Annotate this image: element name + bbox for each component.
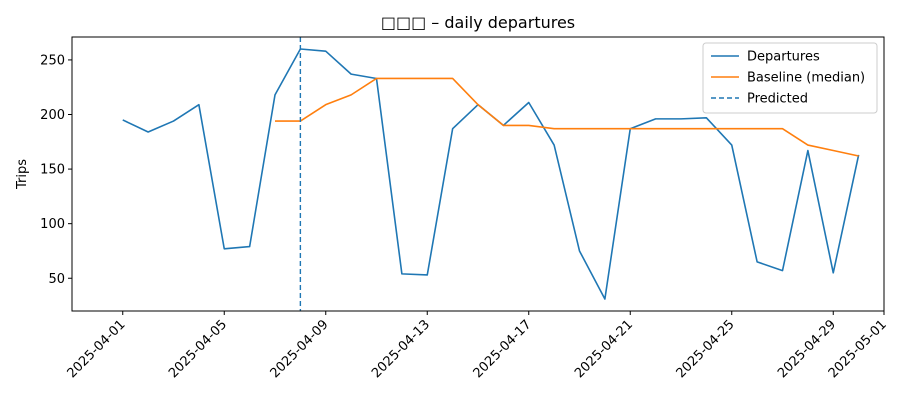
x-tick-label: 2025-04-17 [471,317,535,381]
y-tick-label: 200 [40,108,65,123]
legend-label: Baseline (median) [747,71,865,86]
x-tick-label: 2025-04-13 [369,317,433,381]
x-tick-label: 2025-04-21 [572,317,636,381]
y-axis-ticks: 50 100 150 200 250 [40,53,72,286]
x-tick-label: 2025-04-09 [268,317,332,381]
y-tick-label: 100 [40,217,65,232]
legend-label: Predicted [747,92,808,107]
y-tick-label: 150 [40,163,65,178]
y-tick-label: 250 [40,53,65,68]
chart-legend: Departures Baseline (median) Predicted [703,43,877,113]
x-tick-label: 2025-04-05 [166,317,230,381]
x-tick-label: 2025-04-01 [65,317,129,381]
y-axis-label: Trips [15,159,30,190]
x-tick-label: 2025-04-25 [674,317,738,381]
x-axis-ticks: 2025-04-01 2025-04-05 2025-04-09 2025-04-13… [65,311,890,381]
legend-label: Departures [747,50,820,65]
chart-title: □□□ – daily departures [381,13,575,32]
y-tick-label: 50 [48,272,65,287]
